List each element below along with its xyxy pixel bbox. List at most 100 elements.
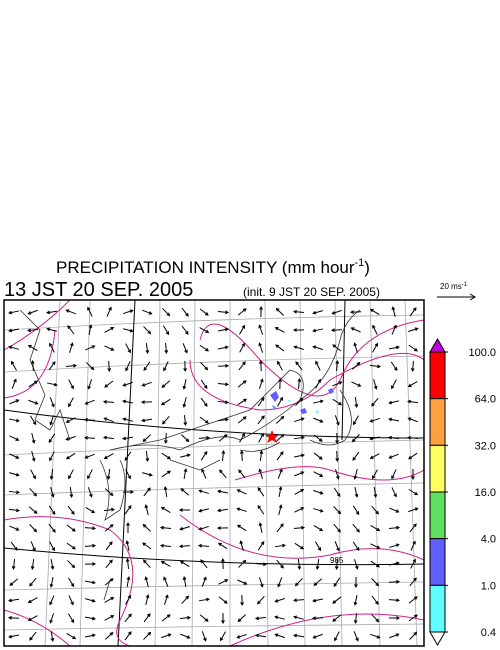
wind-arrow xyxy=(83,417,96,422)
wind-arrow xyxy=(388,525,401,530)
wind-arrow xyxy=(274,633,285,639)
wind-arrow xyxy=(410,360,415,373)
wind-scale-label: 20 ms-1 xyxy=(440,282,468,291)
wind-arrow xyxy=(160,398,171,406)
wind-arrow xyxy=(11,378,17,389)
wind-arrow xyxy=(333,487,341,497)
wind-arrow xyxy=(217,400,230,405)
wind-arrow xyxy=(351,381,362,387)
wind-arrow xyxy=(180,453,191,458)
wind-arrow xyxy=(67,613,75,624)
wind-arrow xyxy=(277,360,283,371)
wind-arrow xyxy=(103,417,114,423)
wind-arrow xyxy=(335,359,340,372)
wind-arrow xyxy=(28,506,38,514)
wind-arrow xyxy=(49,415,55,426)
wind-arrow xyxy=(389,507,400,513)
wind-arrow xyxy=(237,416,247,424)
wind-arrow xyxy=(388,598,401,603)
wind-arrow xyxy=(8,310,19,315)
wind-arrow xyxy=(389,561,400,566)
wind-arrow xyxy=(103,453,114,459)
coastline xyxy=(19,309,361,601)
wind-arrow xyxy=(409,307,417,317)
wind-arrow xyxy=(104,345,115,351)
wind-arrow xyxy=(69,342,74,353)
colorbar-label: 4.0 xyxy=(481,534,496,546)
wind-arrow xyxy=(259,450,264,462)
wind-arrow xyxy=(239,540,244,551)
wind-arrow xyxy=(352,541,360,552)
wind-arrow xyxy=(297,377,302,390)
wind-arrow xyxy=(143,631,152,640)
wind-arrow xyxy=(68,469,74,480)
wind-arrow xyxy=(48,361,56,371)
wind-arrow xyxy=(65,452,76,460)
wind-arrow xyxy=(217,489,229,494)
wind-arrow xyxy=(50,558,55,570)
colorbar-band xyxy=(429,491,446,540)
wind-arrow xyxy=(388,345,400,350)
wind-arrow xyxy=(122,399,134,404)
wind-arrow xyxy=(294,578,303,587)
wind-arrow xyxy=(88,324,93,336)
wind-arrow xyxy=(143,487,151,497)
wind-arrow xyxy=(124,631,132,641)
wind-arrow xyxy=(29,487,38,497)
wind-arrow xyxy=(369,436,381,441)
wind-arrow xyxy=(104,380,114,388)
wind-arrow xyxy=(65,363,78,368)
wind-arrow xyxy=(105,559,113,569)
wind-arrow xyxy=(7,615,20,620)
wind-arrow xyxy=(125,557,130,570)
wind-arrow xyxy=(292,598,305,603)
wind-arrow xyxy=(142,559,151,569)
colorbar-band xyxy=(429,351,446,400)
wind-arrow xyxy=(259,305,263,318)
wind-arrow xyxy=(258,378,264,389)
wind-arrow xyxy=(409,577,417,587)
wind-arrow xyxy=(180,488,190,496)
wind-arrow xyxy=(315,558,320,570)
wind-arrow xyxy=(49,451,55,462)
wind-arrow xyxy=(349,310,362,314)
wind-arrow xyxy=(408,344,418,352)
wind-arrow xyxy=(216,526,229,530)
wind-arrow xyxy=(239,342,245,353)
wind-arrow xyxy=(200,559,208,569)
wind-arrow xyxy=(198,435,211,440)
wind-arrow xyxy=(66,524,76,532)
wind-arrow xyxy=(389,543,400,548)
wind-arrow xyxy=(8,508,20,513)
title-exponent: -1 xyxy=(355,257,365,269)
wind-arrow xyxy=(389,633,400,639)
wind-arrow xyxy=(313,578,323,586)
wind-arrow xyxy=(334,558,339,571)
wind-arrow xyxy=(333,523,341,533)
wind-arrow xyxy=(31,433,36,444)
wind-arrow xyxy=(312,328,323,333)
wind-arrow xyxy=(30,558,35,570)
wind-arrow xyxy=(371,578,380,587)
wind-arrow xyxy=(391,324,397,335)
wind-arrow xyxy=(353,342,358,353)
colorbar: 100.0 64.0 32.0 16.0 4.0 1.0 0.4 xyxy=(429,337,496,647)
wind-arrow xyxy=(237,398,248,406)
wind-arrow xyxy=(180,633,191,639)
wind-arrow xyxy=(315,360,321,371)
wind-arrow xyxy=(9,399,20,405)
wind-arrow xyxy=(124,613,132,623)
wind-arrow xyxy=(87,487,93,498)
wind-arrow xyxy=(103,435,115,440)
wind-arrow xyxy=(278,504,283,515)
colorbar-band xyxy=(429,398,446,446)
wind-arrow xyxy=(103,507,115,512)
wind-arrow xyxy=(239,324,246,335)
wind-arrow xyxy=(408,507,419,513)
wind-arrow xyxy=(179,560,190,567)
colorbar-triangle xyxy=(429,631,446,647)
wind-arrow xyxy=(218,596,228,604)
wind-arrow xyxy=(333,577,341,588)
wind-arrow xyxy=(353,612,358,625)
wind-arrow xyxy=(276,415,285,424)
